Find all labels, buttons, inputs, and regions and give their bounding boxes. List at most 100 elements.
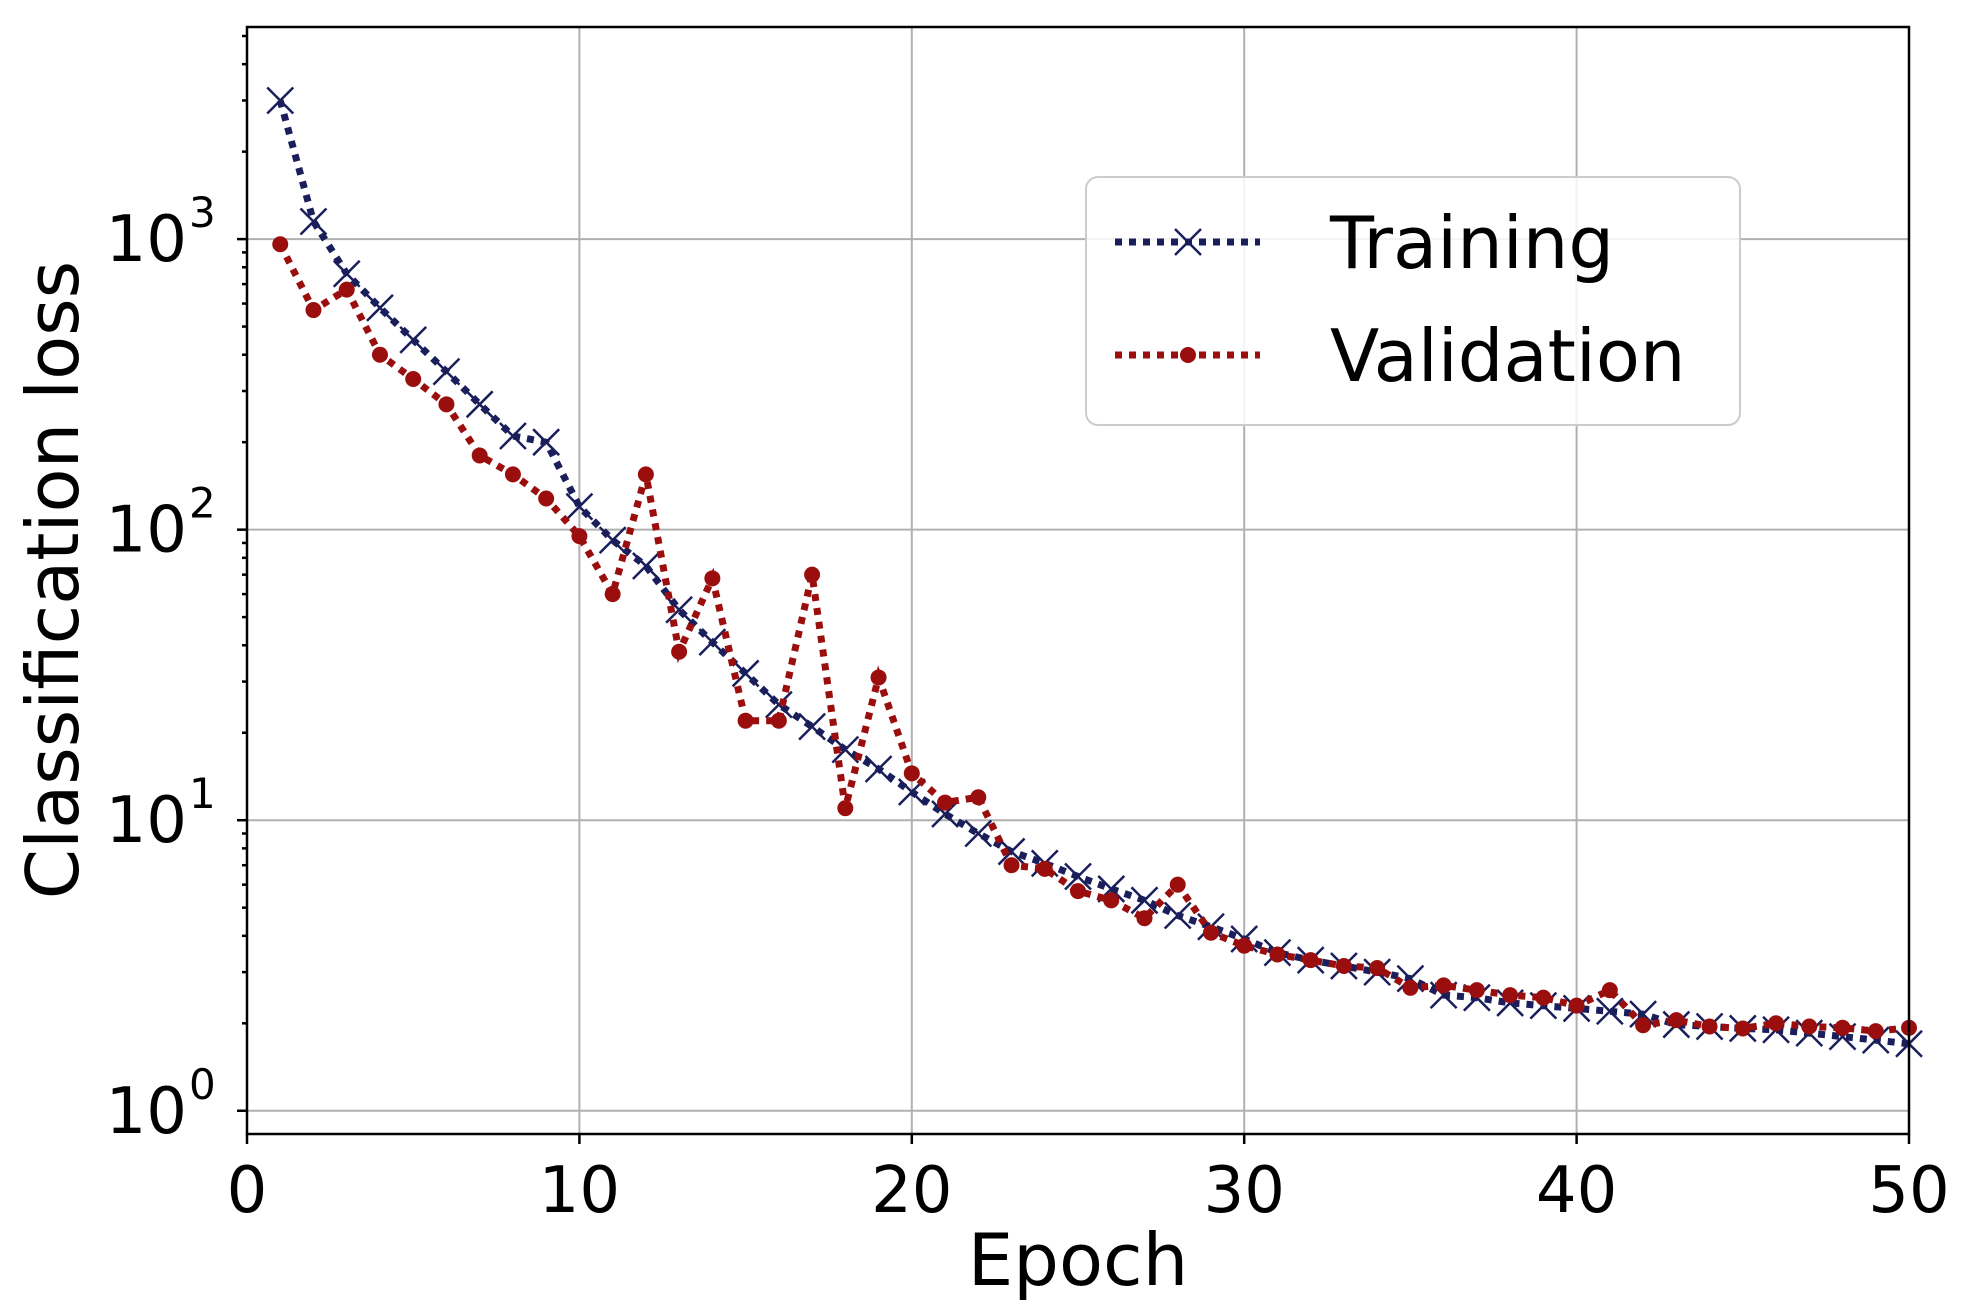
validation-point (704, 570, 721, 587)
validation-point (504, 466, 521, 483)
validation-point (1701, 1018, 1718, 1035)
y-tick-exponent: 0 (189, 1060, 216, 1109)
plot-area (266, 86, 1923, 1058)
validation-point (637, 466, 654, 483)
validation-point (1568, 997, 1585, 1014)
validation-point (1369, 959, 1386, 976)
training-point (598, 526, 627, 555)
training-point (698, 628, 727, 657)
y-tick-label: 10 (106, 1075, 187, 1149)
validation-point (272, 236, 289, 253)
training-point (1130, 886, 1159, 915)
training-point (532, 428, 561, 457)
x-tick-label: 40 (1536, 1154, 1617, 1228)
validation-point (571, 528, 588, 545)
axes-frame (245, 25, 1911, 1136)
series-validation (272, 236, 1917, 1040)
series-line-training (276, 99, 1910, 1048)
training-point (1163, 901, 1192, 930)
training-point (1064, 862, 1092, 891)
legend-box (1085, 176, 1741, 426)
x-tick-label: 50 (1868, 1154, 1949, 1228)
legend-entry-validation: Validation (1115, 314, 1686, 398)
x-tick-label: 0 (227, 1154, 268, 1228)
validation-point (538, 490, 555, 507)
validation-point (1003, 857, 1020, 874)
series-training (266, 86, 1923, 1058)
validation-point (1635, 1017, 1652, 1034)
training-point (1595, 997, 1624, 1026)
validation-point (405, 370, 422, 387)
validation-point (604, 586, 621, 603)
validation-point (1103, 892, 1120, 909)
y-tick-exponent: 2 (189, 479, 216, 528)
y-tick-label: 10 (106, 494, 187, 568)
legend-marker (1174, 228, 1202, 256)
training-point (332, 259, 361, 288)
validation-point (1768, 1015, 1785, 1032)
validation-point (471, 447, 488, 464)
training-point (432, 357, 461, 386)
validation-point (770, 712, 787, 729)
validation-point (1136, 910, 1153, 927)
validation-point (1335, 957, 1352, 974)
legend-entry-training: Training (1115, 201, 1614, 285)
validation-point (1867, 1023, 1884, 1040)
validation-point (1734, 1020, 1751, 1037)
training-point (565, 492, 594, 521)
y-tick-exponent: 1 (189, 769, 216, 818)
validation-point (1202, 924, 1219, 941)
validation-point (1269, 946, 1286, 963)
validation-point (1502, 987, 1519, 1004)
validation-point (804, 566, 821, 583)
training-point (665, 595, 694, 624)
training-point (964, 819, 993, 848)
validation-point (671, 643, 688, 660)
training-point (931, 800, 959, 828)
training-point (299, 207, 328, 236)
y-axis-title: Classification loss (11, 261, 95, 899)
training-point (366, 293, 394, 322)
validation-point (1668, 1012, 1685, 1029)
validation-point (1435, 977, 1452, 994)
x-tick-label: 30 (1203, 1154, 1284, 1228)
legend-label: Training (1329, 201, 1614, 285)
validation-point (305, 302, 322, 319)
x-tick-label: 20 (871, 1154, 952, 1228)
validation-point (1801, 1018, 1818, 1035)
training-point (1396, 964, 1425, 993)
validation-point (1236, 937, 1253, 954)
validation-point (1834, 1019, 1851, 1036)
y-tick-exponent: 3 (189, 188, 216, 237)
training-point (631, 552, 660, 580)
validation-point (1302, 952, 1319, 969)
training-point (764, 690, 793, 719)
validation-point (1601, 982, 1618, 999)
validation-point (1169, 876, 1186, 893)
y-tick-label: 10 (106, 203, 187, 277)
validation-point (1036, 860, 1053, 877)
training-point (798, 712, 826, 741)
validation-point (870, 669, 887, 686)
training-point (731, 659, 760, 688)
training-point (399, 325, 428, 354)
validation-point (371, 346, 388, 363)
y-tick-label: 10 (106, 784, 187, 858)
training-point (997, 837, 1026, 866)
validation-point (737, 712, 754, 729)
validation-point (1070, 883, 1086, 900)
training-point (499, 422, 527, 450)
training-point (266, 86, 295, 115)
validation-point (438, 396, 455, 413)
training-point (864, 755, 893, 783)
training-point (831, 735, 860, 764)
validation-point (970, 789, 987, 806)
validation-point (338, 281, 355, 298)
legend: Training Validation (1085, 176, 1741, 426)
validation-point (837, 800, 854, 817)
validation-point (903, 765, 920, 782)
validation-point (1402, 979, 1419, 996)
training-point (465, 390, 494, 419)
